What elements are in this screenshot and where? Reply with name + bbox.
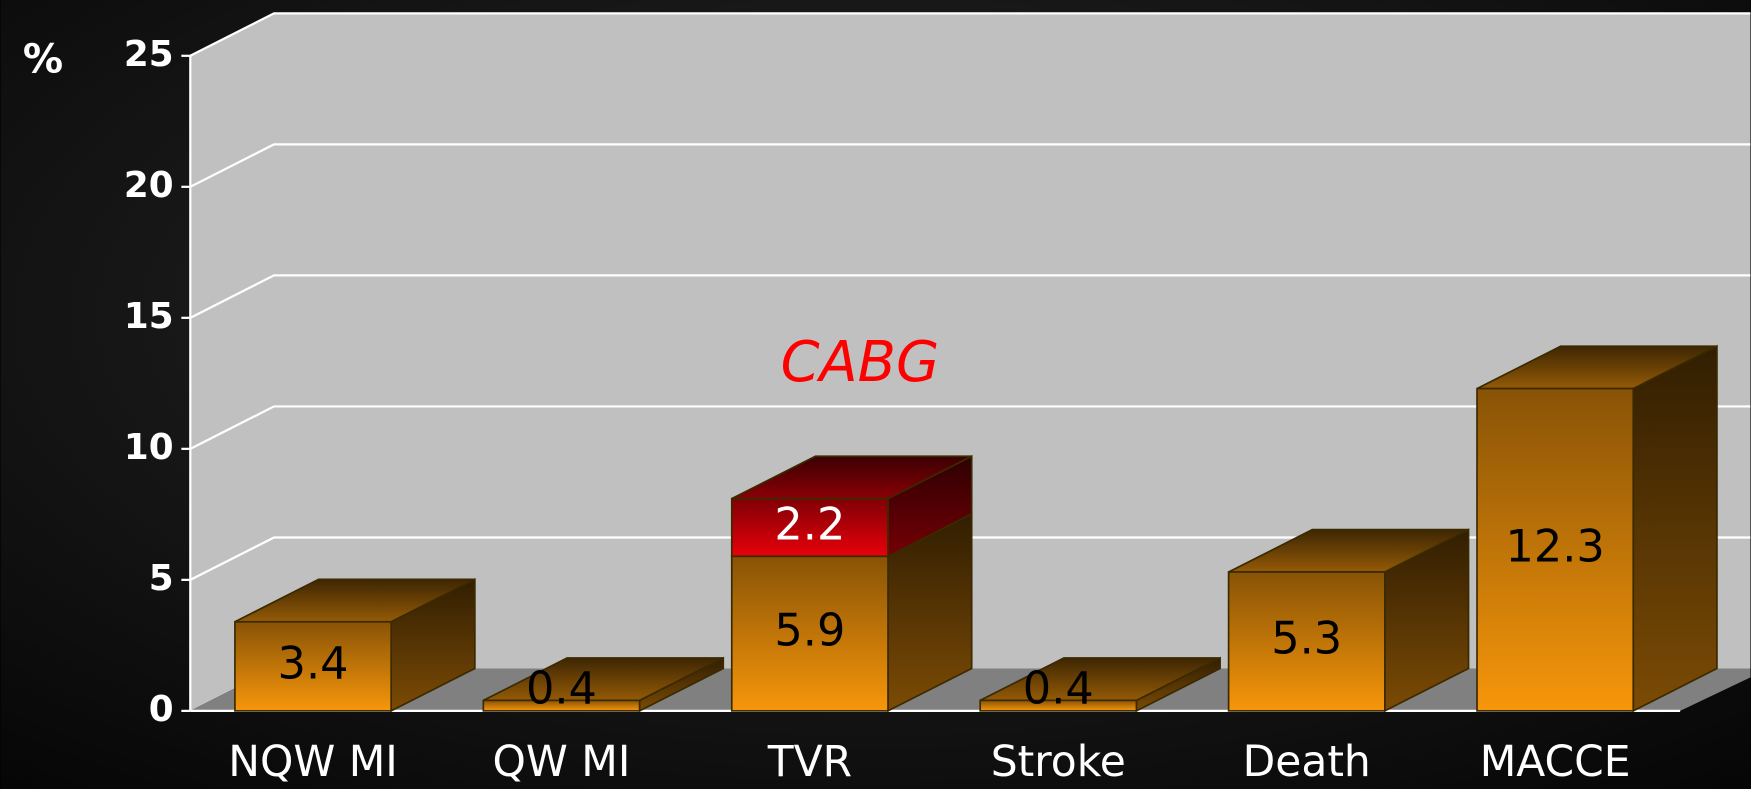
data-label: 5.9 [774, 605, 845, 657]
x-tick-label: QW MI [493, 737, 631, 786]
data-label: 5.3 [1271, 612, 1342, 664]
bar-front [730, 497, 889, 558]
x-tick-label: MACCE [1480, 737, 1631, 786]
bar [979, 656, 1221, 713]
grid-line [189, 274, 1751, 319]
grid-line [189, 536, 1751, 581]
bar [1476, 344, 1718, 713]
data-label: 12.3 [1505, 521, 1604, 573]
bar-front [1476, 387, 1635, 712]
bar-front [730, 555, 889, 712]
y-tick-label: 5 [149, 558, 174, 599]
x-tick-label: Stroke [991, 737, 1126, 786]
bar [234, 578, 476, 713]
bar-side [1632, 344, 1718, 713]
grid-line [189, 405, 1751, 450]
bar-front [234, 620, 393, 712]
x-tick-label: TVR [767, 737, 852, 786]
data-label: 2.2 [774, 498, 845, 550]
y-tick-label: 0 [149, 689, 174, 730]
grid-line [189, 12, 1751, 57]
bar-front [482, 699, 641, 712]
data-label: 3.4 [278, 637, 349, 689]
bar-front [1227, 571, 1386, 712]
grid-line [189, 143, 1751, 188]
x-tick-label: NQW MI [228, 737, 398, 786]
y-tick-label: 20 [124, 165, 174, 206]
bar [482, 656, 725, 713]
data-label: 0.4 [1023, 662, 1094, 714]
x-tick-label: Death [1243, 737, 1371, 786]
bar [730, 454, 973, 558]
annotation: CABG [781, 330, 940, 395]
bar-front [979, 699, 1138, 712]
y-tick-label: 15 [124, 296, 174, 337]
y-tick-label: 25 [124, 34, 174, 75]
y-axis-label: % [23, 36, 63, 82]
data-label: 0.4 [526, 662, 597, 714]
y-tick-label: 10 [124, 427, 174, 468]
bar [1227, 528, 1470, 713]
